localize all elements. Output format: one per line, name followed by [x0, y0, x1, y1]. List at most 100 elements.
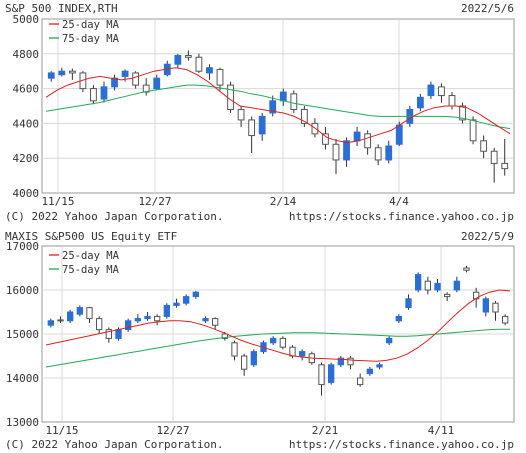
chart-1: S&P 500 INDEX,RTH 2022/5/6 4000420044004… [5, 2, 515, 223]
chart-2-candle-body [289, 346, 296, 357]
chart-1-candle-body [332, 143, 340, 161]
chart-1-candle-body [121, 70, 129, 77]
chart-1-source-link[interactable]: https://stocks.finance.yahoo.co.jp [289, 210, 514, 223]
chart-1-y-tick-label: 4000 [13, 187, 40, 200]
chart-1-x-tick-label: 12/27 [138, 195, 171, 208]
chart-2-candle-body [47, 320, 54, 326]
chart-1-candle-body [47, 72, 55, 79]
chart-1-candle-body [237, 108, 245, 121]
chart-1-y-tick-label: 4600 [13, 83, 40, 96]
chart-2-candle-body [424, 280, 431, 291]
chart-1-candle-body [374, 147, 382, 161]
chart-2-candle-body [395, 315, 402, 322]
chart-1-candle-body [448, 95, 456, 107]
chart-2-candle-body [492, 302, 499, 313]
chart-1-candle-body [100, 86, 108, 100]
chart-1-candle-body [469, 119, 477, 142]
chart-1-ma75-line [45, 84, 511, 130]
chart-1-y-tick-label: 4400 [13, 117, 40, 130]
chart-2-candle-body [270, 337, 277, 344]
chart-2-candle-body [444, 293, 451, 298]
chart-1-legend-ma75: 75-day MA [62, 33, 120, 45]
chart-2-title: MAXIS S&P500 US Equity ETF [5, 230, 177, 243]
chart-1-x-tick-label: 4/4 [389, 195, 409, 208]
chart-1-candle-body [68, 70, 76, 74]
chart-1-candle-body [480, 140, 488, 152]
chart-1-candle-body [248, 119, 256, 137]
chart-1-candle-body [216, 68, 224, 86]
chart-1-candle-body [459, 105, 466, 121]
chart-2-candle-body [231, 342, 238, 357]
chart-2-candle-body [183, 296, 190, 304]
chart-2-x-tick-label: 12/27 [156, 424, 189, 437]
chart-2-x-tick-label: 4/11 [428, 424, 455, 437]
chart-2-candle-body [415, 274, 422, 291]
chart-2-candle-body [328, 364, 335, 383]
chart-1-candle-body [258, 115, 266, 135]
chart-1-x-ticks: 11/15 12/27 2/14 4/4 [41, 195, 409, 208]
chart-2-candle-body [86, 307, 93, 320]
chart-2-candle-body [337, 357, 344, 366]
chart-2-y-tick-label: 17000 [6, 240, 39, 253]
chart-1-candle-body [195, 56, 203, 72]
chart-1-candle-body [501, 162, 509, 170]
chart-2-y-tick-label: 14000 [6, 372, 39, 385]
chart-1-candle-body [206, 67, 213, 74]
chart-2-candle-body [154, 315, 161, 322]
chart-1-y-tick-label: 4200 [13, 152, 40, 165]
chart-1-candle-body [343, 140, 350, 161]
chart-2-candle-body [347, 357, 354, 366]
chart-2-x-ticks: 11/15 12/27 2/21 4/11 [45, 424, 454, 437]
chart-1-candle-body [269, 100, 277, 114]
chart-2-candle-body [386, 337, 393, 344]
chart-2-candle-body [134, 318, 141, 322]
chart-1-y-tick-label: 4800 [13, 48, 40, 61]
chart-2-legend: 25-day MA 75-day MA [49, 250, 120, 276]
chart-2-source-link[interactable]: https://stocks.finance.yahoo.co.jp [289, 438, 514, 451]
chart-2-candle-body [192, 291, 199, 298]
chart-1-candle-body [416, 96, 424, 109]
chart-1-title: S&P 500 INDEX,RTH [5, 2, 118, 15]
chart-2-candle-body [405, 298, 412, 309]
chart-2-candle-body [144, 315, 151, 320]
chart-1-copyright: (C) 2022 Yahoo Japan Corporation. [5, 210, 224, 223]
chart-1-legend: 25-day MA 75-day MA [49, 19, 120, 45]
chart-2-candle-body [318, 364, 325, 386]
chart-2-candle-body [125, 320, 132, 331]
chart-2-y-tick-label: 15000 [6, 328, 39, 341]
chart-2-y-tick-label: 13000 [6, 416, 39, 429]
chart-2-date: 2022/5/9 [461, 230, 514, 243]
chart-1-y-ticks: 4000 4200 4400 4600 4800 5000 [13, 13, 40, 200]
chart-2-candle-body [376, 364, 383, 368]
chart-2-candle-body [502, 315, 509, 324]
chart-1-candle-body [364, 133, 372, 149]
chart-1-candle-body [111, 77, 118, 88]
chart-1-candle-body [290, 93, 298, 110]
chart-1-ma25-line [45, 67, 511, 144]
chart-2-moving-averages [45, 289, 511, 368]
chart-1-candle-body [132, 72, 140, 86]
chart-2-candle-body [463, 267, 470, 271]
chart-2-candle-body [76, 307, 83, 315]
chart-1-candle-body [300, 108, 308, 124]
chart-2-candles [47, 265, 509, 396]
chart-1-candle-body [385, 145, 393, 161]
chart-1-candles [47, 50, 509, 183]
chart-2-y-ticks: 13000 14000 15000 16000 17000 [6, 240, 39, 429]
chart-2-candle-body [221, 333, 228, 339]
chart-1-candle-body [227, 84, 234, 110]
chart-1-candle-body [153, 77, 161, 90]
chart-2-x-tick-label: 11/15 [45, 424, 78, 437]
chart-2: MAXIS S&P500 US Equity ETF 2022/5/9 1300… [5, 230, 515, 451]
chart-2-candle-body [241, 355, 248, 370]
chart-1-candle-body [174, 55, 182, 65]
chart-2-candle-body [67, 311, 74, 322]
chart-1-candle-body [58, 70, 66, 76]
chart-2-x-tick-label: 2/21 [312, 424, 339, 437]
chart-1-legend-ma25: 25-day MA [62, 19, 120, 31]
chart-1-moving-averages [45, 67, 511, 144]
chart-2-candle-body [279, 337, 286, 348]
chart-1-y-tick-label: 5000 [13, 13, 40, 26]
chart-2-candle-body [202, 318, 209, 322]
chart-2-candle-body [366, 368, 373, 375]
